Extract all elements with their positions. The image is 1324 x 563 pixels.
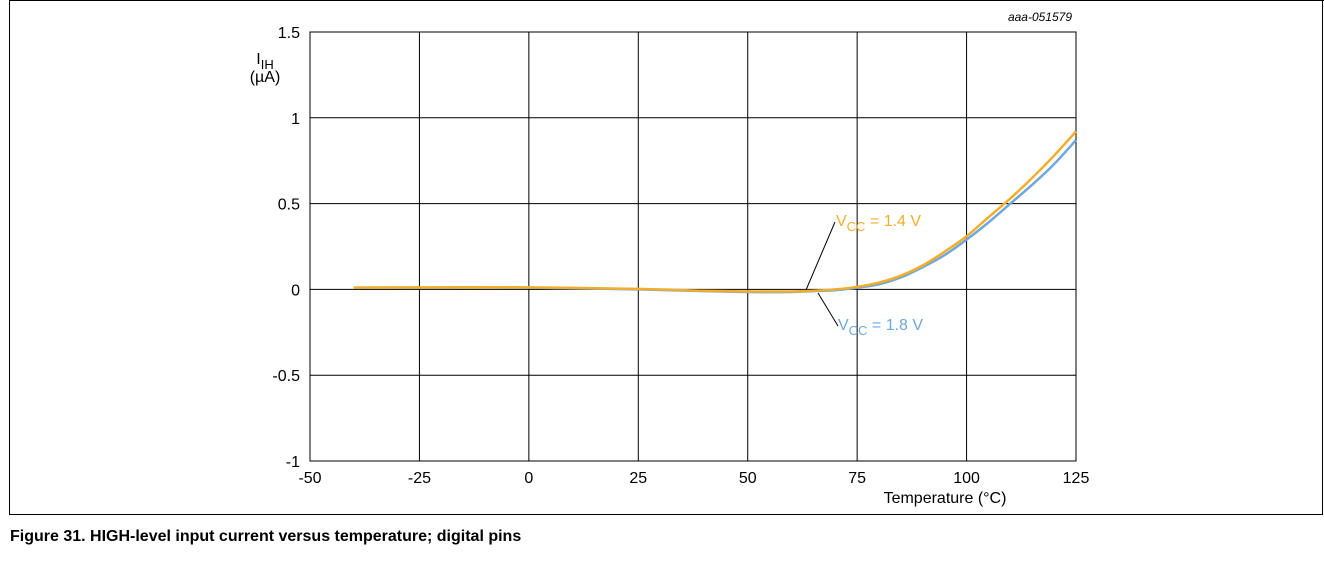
- label-vcc-1-8v: VCC = 1.8 V: [838, 317, 923, 338]
- x-tick-label: 100: [953, 470, 980, 487]
- leader-line-vcc-1-8v: [817, 292, 839, 327]
- series-annotations: VCC = 1.4 V VCC = 1.8 V: [805, 213, 923, 338]
- plot-area-border: [309, 31, 1077, 462]
- label-vcc-1-4v: VCC = 1.4 V: [836, 213, 921, 234]
- x-tick-label: 25: [629, 470, 647, 487]
- figure-doc-id: aaa-051579: [1007, 10, 1072, 24]
- y-tick-label: 0.5: [278, 197, 300, 214]
- x-tick-label: 125: [1063, 470, 1090, 487]
- y-tick-label: -0.5: [272, 368, 300, 385]
- series-line-vcc-1-4v: [353, 130, 1077, 293]
- x-tick-label: 0: [524, 470, 533, 487]
- tick-labels: -50 -25 0 25 50 75 100 125 -1 -0.5 0 0.5 1 1.5: [272, 25, 1089, 487]
- chart-grid: [309, 31, 1077, 462]
- x-tick-label: 75: [848, 470, 866, 487]
- y-tick-label: 1.5: [278, 25, 300, 42]
- y-tick-label: 1: [291, 111, 300, 128]
- y-axis-unit: (µA): [250, 69, 281, 86]
- chart: -50 -25 0 25 50 75 100 125 -1 -0.5 0 0.5 1 1.5 VCC = …: [250, 25, 1090, 507]
- series-lines: [353, 130, 1077, 294]
- y-tick-label: 0: [291, 282, 300, 299]
- series-line-vcc-1-8v: [353, 139, 1077, 294]
- x-tick-label: -25: [408, 470, 431, 487]
- figure-top-border: [9, 0, 1324, 1]
- x-axis-label: Temperature (°C): [884, 490, 1007, 507]
- y-axis-label: IIH: [256, 51, 273, 72]
- leader-line-vcc-1-4v: [805, 221, 836, 291]
- x-tick-label: 50: [739, 470, 757, 487]
- figure-caption: Figure 31. HIGH-level input current vers…: [10, 528, 522, 545]
- figure-frame: [9, 0, 1323, 515]
- x-tick-label: -50: [298, 470, 321, 487]
- y-tick-label: -1: [286, 454, 300, 471]
